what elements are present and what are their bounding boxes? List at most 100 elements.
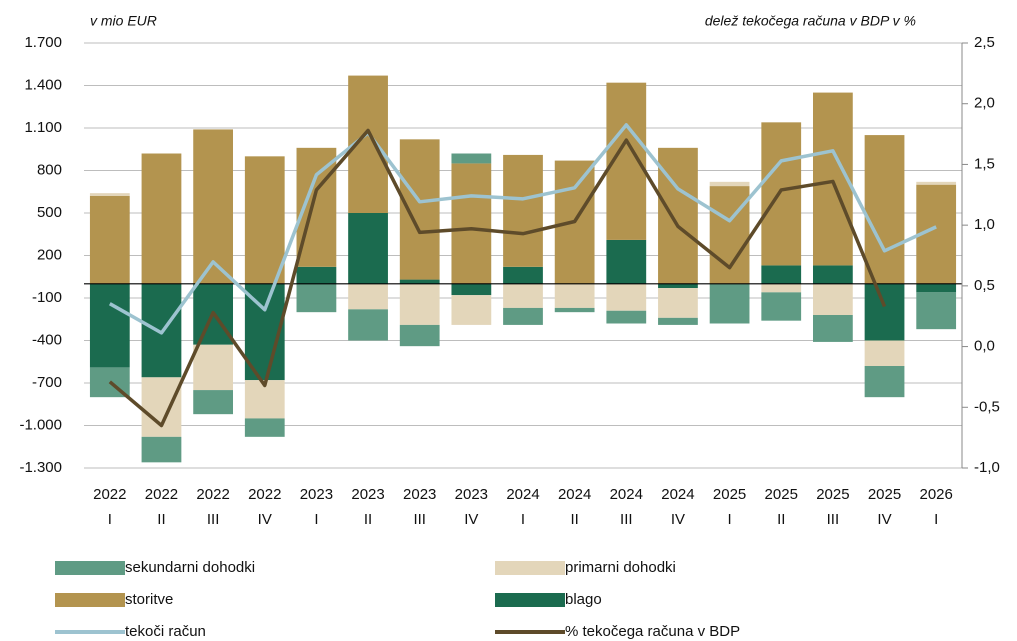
y2-tick-label: -0,5	[974, 398, 1000, 415]
bar-segment	[658, 283, 698, 289]
x-tick-label: I	[314, 511, 318, 528]
x-tick-label: IV	[671, 511, 685, 528]
bar-segment	[503, 266, 543, 284]
bar-segment	[141, 436, 182, 463]
bar-segment	[709, 283, 750, 324]
y2-tick-label: 0,5	[974, 277, 995, 294]
x-tick-label: III	[620, 511, 633, 528]
bar-segment	[348, 309, 388, 341]
bar-segment	[193, 129, 234, 284]
bar-segment	[89, 196, 130, 284]
legend-swatch	[55, 593, 125, 607]
bar-segment	[864, 366, 905, 398]
x-tick-label: 2023	[403, 486, 436, 503]
x-tick-label: 2023	[300, 486, 333, 503]
x-tick-label: 2023	[351, 486, 384, 503]
bar-segment	[554, 283, 595, 308]
y-tick-label: 800	[37, 161, 62, 178]
x-tick-label: 2025	[765, 486, 798, 503]
bar-segment	[89, 283, 130, 368]
x-tick-label: IV	[258, 511, 272, 528]
x-tick-label: 2025	[713, 486, 746, 503]
bar-segment	[193, 344, 234, 391]
bar-segment	[916, 283, 957, 293]
bar-segment	[296, 283, 337, 313]
bar-segment	[554, 307, 595, 313]
bar-segment	[399, 139, 440, 280]
x-tick-label: 2026	[919, 486, 952, 503]
y-tick-label: 500	[37, 204, 62, 221]
x-tick-label: I	[934, 511, 938, 528]
x-tick-label: II	[777, 511, 785, 528]
y-tick-label: 1.400	[24, 76, 62, 93]
legend-label: primarni dohodki	[565, 559, 676, 576]
x-tick-label: 2023	[455, 486, 488, 503]
y-tick-label: 200	[37, 246, 62, 263]
x-tick-label: 2024	[661, 486, 694, 503]
bar-segment	[812, 265, 853, 284]
y-tick-label: 1.100	[24, 119, 62, 136]
x-tick-label: IV	[464, 511, 478, 528]
bar-segment	[503, 283, 543, 308]
legend-label: tekoči račun	[125, 623, 206, 640]
bar-segment	[399, 283, 440, 325]
y2-tick-label: 1,0	[974, 216, 995, 233]
bar-segment	[503, 154, 543, 267]
bar-segment	[812, 283, 853, 315]
bar-segment	[761, 283, 802, 293]
y2-tick-label: 2,0	[974, 95, 995, 112]
bar-segment	[812, 315, 853, 342]
bar-segment	[399, 279, 440, 284]
y-axis-label: v mio EUR	[90, 13, 157, 29]
x-tick-label: III	[413, 511, 426, 528]
x-tick-label: I	[521, 511, 525, 528]
bar-segment	[296, 266, 337, 284]
x-tick-label: 2024	[558, 486, 591, 503]
bar-segment	[761, 292, 802, 321]
x-tick-label: I	[728, 511, 732, 528]
x-tick-label: II	[364, 511, 372, 528]
x-tick-label: I	[108, 511, 112, 528]
bar-segment	[244, 418, 285, 437]
bar-segment	[451, 283, 492, 296]
legend-label: % tekočega računa v BDP	[565, 623, 740, 640]
legend-swatch	[55, 561, 125, 575]
bar-segment	[451, 153, 492, 164]
bar-segment	[864, 283, 905, 341]
bar-segment	[348, 213, 388, 284]
y2-tick-label: 2,5	[974, 34, 995, 51]
legend-label: blago	[565, 591, 602, 608]
bar-segment	[606, 310, 647, 324]
bar-segment	[864, 340, 905, 366]
bar-segment	[503, 307, 543, 325]
x-tick-label: 2025	[816, 486, 849, 503]
y2-tick-label: -1,0	[974, 459, 1000, 476]
bar-segment	[399, 324, 440, 347]
x-tick-label: 2024	[610, 486, 643, 503]
bar-segment	[451, 295, 492, 325]
y-tick-label: -1.300	[19, 459, 62, 476]
bar-segment	[864, 135, 905, 284]
bar-segment	[916, 292, 957, 330]
x-tick-label: 2022	[248, 486, 281, 503]
y2-tick-label: 0,0	[974, 338, 995, 355]
bar-segment	[193, 390, 234, 415]
y-tick-label: -100	[32, 289, 62, 306]
bar-segment	[141, 153, 182, 284]
bar-segment	[606, 239, 647, 284]
bar-segment	[761, 122, 802, 266]
bar-segment	[348, 283, 388, 310]
bar-segment	[89, 193, 130, 196]
x-tick-label: II	[570, 511, 578, 528]
x-tick-label: III	[827, 511, 840, 528]
y2-axis-label: delež tekočega računa v BDP v %	[705, 13, 916, 29]
y-tick-label: -1.000	[19, 416, 62, 433]
x-tick-label: 2022	[196, 486, 229, 503]
x-tick-label: 2025	[868, 486, 901, 503]
bar-segment	[141, 377, 182, 437]
line-series	[108, 128, 887, 428]
legend-label: storitve	[125, 591, 173, 608]
y-tick-label: -700	[32, 374, 62, 391]
legend-swatch	[495, 561, 565, 575]
